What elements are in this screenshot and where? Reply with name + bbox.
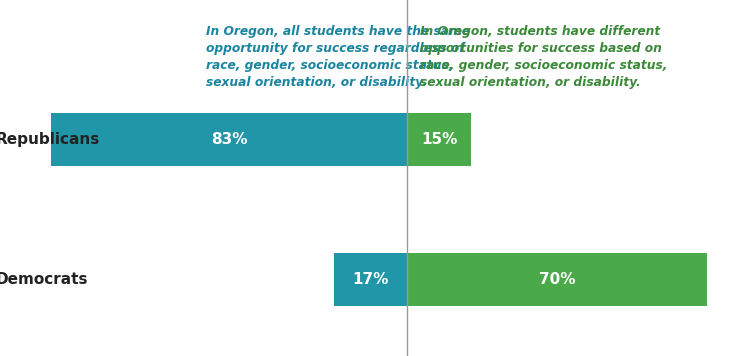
Text: 15%: 15%	[421, 132, 458, 147]
Bar	[52, 113, 407, 166]
Text: Democrats: Democrats	[0, 272, 88, 287]
Text: In Oregon, students have different
opportunities for success based on
race, gend: In Oregon, students have different oppor…	[420, 25, 668, 89]
Bar	[334, 253, 407, 306]
Text: In Oregon, all students have the same
opportunity for success regardless of
race: In Oregon, all students have the same op…	[206, 25, 470, 89]
Text: 83%: 83%	[211, 132, 248, 147]
Text: 70%: 70%	[539, 272, 575, 287]
Bar	[407, 253, 707, 306]
Text: Republicans: Republicans	[0, 132, 100, 147]
Text: 17%: 17%	[352, 272, 389, 287]
Bar	[407, 113, 472, 166]
